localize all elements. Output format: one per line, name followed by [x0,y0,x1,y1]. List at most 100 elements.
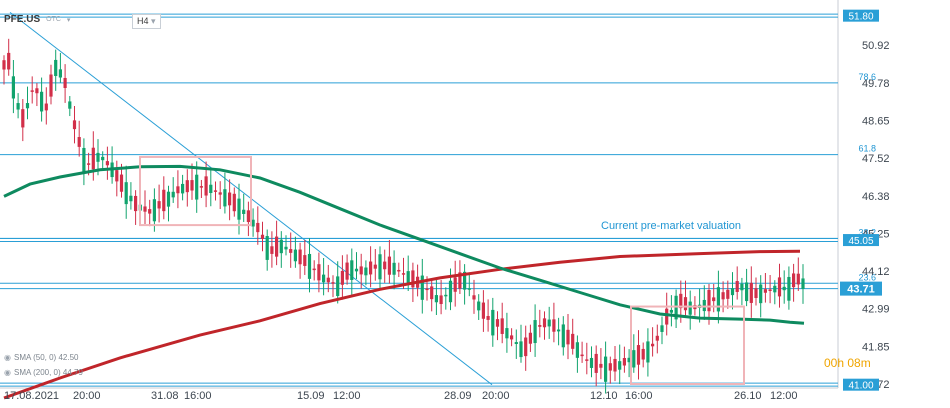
candle-body [406,271,410,285]
eye-icon[interactable]: ◉ [4,353,11,362]
candle-body [115,170,119,182]
candle-body [674,295,678,320]
candle-body [251,219,255,227]
candle-body [745,282,749,302]
candle-body [119,174,124,192]
level-label: 51.80 [848,12,873,23]
candle-body [618,361,622,370]
candle-body [787,276,791,301]
candle-body [369,261,373,275]
candle-body [627,357,631,363]
candle-body [359,266,363,275]
candle-timer: 00h 08m [824,356,871,370]
candle-body [213,190,218,192]
chevron-down-icon: ▾ [151,16,156,26]
candle-body [622,358,626,366]
candle-body [72,120,77,130]
highlight-box [630,305,745,386]
candle-body [166,191,171,207]
eye-icon[interactable]: ◉ [4,368,11,377]
candle-body [190,180,194,191]
symbol-label: PFE.US [4,14,41,25]
candle-body [453,277,457,292]
timeframe-selector[interactable]: H4 ▾ [132,14,161,29]
candle-body [218,192,222,195]
x-tick-label: 20:00 [73,390,101,402]
candle-body [96,152,100,162]
candle-body [237,198,241,220]
candle-body [712,297,716,302]
candle-body [157,201,161,209]
candle-body [665,308,669,325]
sma50-line [3,164,805,325]
candle-body [463,271,467,290]
candle-body [636,345,641,365]
level-label: 45.05 [848,236,873,247]
sma200-legend[interactable]: ◉ SMA (200, 0) 44.79 [4,368,83,377]
candle-body [434,295,438,303]
sma50-legend-label: SMA (50, 0) 42.50 [13,353,79,362]
candle-body [364,267,368,276]
candle-body [11,76,15,99]
x-tick-label: 12:00 [770,390,798,402]
candles-group [2,38,805,394]
y-tick-label: 41.85 [862,341,890,353]
candle-body [444,294,448,297]
candle-body [641,348,645,360]
candle-body [134,195,138,212]
candle-body [129,195,133,202]
candle-body [101,156,105,161]
candle-body [16,103,20,110]
candle-body [25,103,30,109]
candle-body [35,88,39,94]
candle-body [538,325,542,327]
x-tick-label: 31.08 [151,390,179,402]
candle-body [87,163,91,165]
candle-body [514,342,518,344]
candle-body [575,342,579,358]
candle-body [307,253,312,279]
candle-body [21,109,25,128]
x-tick-label: 12:00 [333,390,361,402]
candle-body [331,282,335,284]
candle-body [199,186,203,188]
candle-body [232,193,236,212]
level-label-box [843,9,879,22]
candle-body [467,288,471,290]
candle-body [589,357,594,368]
y-tick-label: 49.78 [862,78,890,90]
premarket-annotation: Current pre-market valuation [601,220,741,232]
candle-body [345,262,349,280]
candle-body [688,301,692,315]
candle-body [420,275,424,300]
candle-body [68,101,72,109]
candle-body [604,356,608,382]
current-price-box [840,281,882,296]
candle-body [260,234,265,239]
candle-body [796,273,800,285]
candle-body [458,272,462,289]
candle-body [7,52,11,70]
candle-body [782,286,786,291]
candle-body [2,60,6,70]
sma50-legend[interactable]: ◉ SMA (50, 0) 42.50 [4,353,78,362]
y-tick-label: 44.12 [862,266,890,278]
chevron-down-icon[interactable]: ▾ [66,16,71,24]
candle-body [354,268,359,272]
level-label-box [843,378,879,391]
candle-body [552,319,556,332]
candle-body [655,335,659,341]
candle-body [547,319,551,327]
candle-body [580,354,584,357]
candle-body [143,206,147,212]
candle-body [279,239,283,254]
candle-body [228,192,232,206]
candle-body [392,262,396,275]
candle-body [585,359,589,361]
candle-body [726,289,730,299]
y-tick-label: 50.92 [862,40,890,52]
candle-body [749,282,753,303]
sma200-legend-label: SMA (200, 0) 44.79 [13,368,83,377]
candle-body [740,283,744,291]
